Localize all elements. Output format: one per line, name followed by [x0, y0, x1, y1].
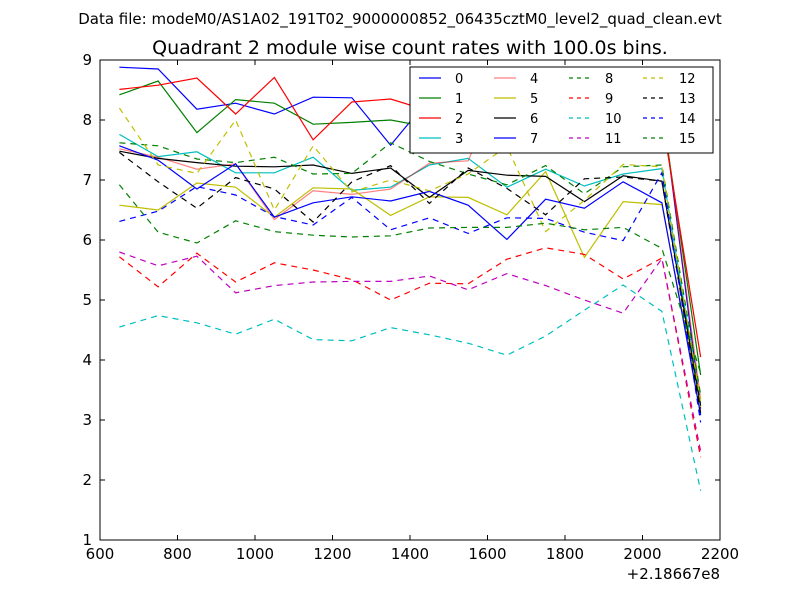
legend-label-8: 8 [605, 72, 613, 87]
y-tick-label: 1 [82, 531, 92, 549]
legend-box [409, 66, 714, 154]
y-tick-label: 4 [82, 351, 92, 369]
x-tick-label: 800 [163, 545, 192, 563]
y-tick-label: 8 [82, 111, 92, 129]
legend-label-1: 1 [455, 92, 463, 107]
legend-label-2: 2 [455, 112, 463, 127]
legend-label-9: 9 [605, 92, 613, 107]
series-line-8 [119, 142, 702, 395]
chart-title: Quadrant 2 module wise count rates with … [152, 37, 668, 59]
legend-label-6: 6 [530, 112, 538, 127]
y-tick-label: 2 [82, 471, 92, 489]
legend-label-13: 13 [679, 92, 696, 107]
y-tick-label: 3 [82, 411, 92, 429]
y-tick-label: 7 [82, 171, 92, 189]
x-tick-label: 1400 [391, 545, 429, 563]
x-tick-label: 1800 [546, 545, 584, 563]
legend-label-4: 4 [530, 72, 538, 87]
series-line-6 [119, 150, 702, 406]
axis-tick-labels: 600 800 1000 1200 1400 1600 1800 2000 2200123456… [82, 51, 739, 563]
y-tick-label: 9 [82, 51, 92, 69]
series-line-12 [118, 107, 702, 403]
series-line-15 [118, 184, 702, 374]
x-tick-label: 600 [86, 545, 115, 563]
legend-label-15: 15 [679, 132, 696, 147]
axis-ticks [99, 59, 721, 541]
legend-label-3: 3 [455, 132, 463, 147]
legend-label-11: 11 [605, 132, 622, 147]
series-line-5 [119, 170, 702, 408]
series-line-7 [119, 145, 702, 416]
x-tick-label: 1000 [236, 545, 274, 563]
x-offset-label: +2.18667e8 [627, 565, 720, 583]
legend-label-12: 12 [679, 72, 696, 87]
series-line-13 [119, 151, 702, 413]
legend-label-0: 0 [455, 72, 463, 87]
data-file-label: Data file: modeM0/AS1A02_191T02_90000008… [78, 10, 722, 29]
series-line-10 [119, 284, 702, 491]
series-line-11 [119, 251, 702, 452]
legend-label-7: 7 [530, 132, 538, 147]
series-line-14 [119, 171, 702, 423]
y-tick-label: 5 [82, 291, 92, 309]
legend-label-10: 10 [605, 112, 622, 127]
y-tick-label: 6 [82, 231, 92, 249]
series-line-9 [119, 247, 702, 458]
x-tick-label: 2200 [701, 545, 739, 563]
x-tick-label: 2000 [623, 545, 661, 563]
series-line-3 [119, 133, 702, 404]
x-tick-label: 1200 [313, 545, 351, 563]
legend-label-14: 14 [679, 112, 696, 127]
x-tick-label: 1600 [468, 545, 506, 563]
legend-label-5: 5 [530, 92, 538, 107]
